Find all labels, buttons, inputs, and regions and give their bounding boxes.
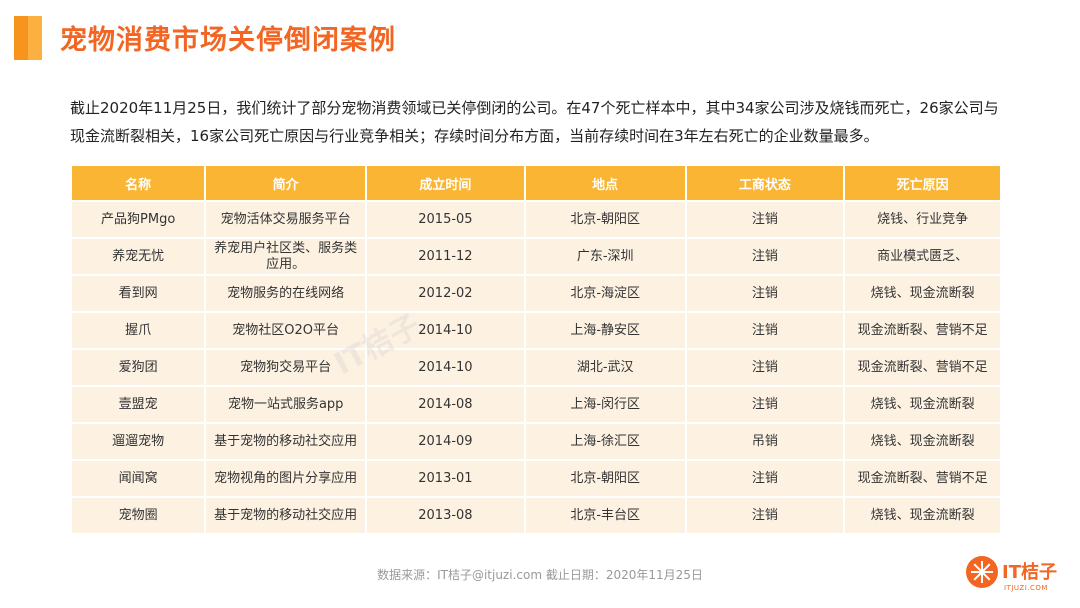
cell-cause: 现金流断裂、营销不足 — [845, 350, 1000, 385]
itjuzi-logo: IT桔子 ITJUZI.COM — [966, 556, 1066, 600]
cell-name: 看到网 — [72, 276, 205, 311]
cell-intro: 宠物一站式服务app — [206, 387, 366, 422]
column-header-name: 名称 — [72, 166, 205, 200]
cell-name: 壹盟宠 — [72, 387, 205, 422]
cell-name: 握爪 — [72, 313, 205, 348]
column-header-cause: 死亡原因 — [845, 166, 1000, 200]
cell-name: 爱狗团 — [72, 350, 205, 385]
column-header-founded: 成立时间 — [367, 166, 524, 200]
cell-status: 注销 — [686, 239, 844, 274]
cell-status: 吊销 — [686, 424, 844, 459]
cell-cause: 商业模式匮乏、 — [845, 239, 1000, 274]
cell-cause: 烧钱、现金流断裂 — [845, 387, 1000, 422]
cell-location: 北京-朝阳区 — [525, 461, 685, 496]
logo-url: ITJUZI.COM — [1004, 584, 1048, 592]
cell-status: 注销 — [686, 313, 844, 348]
cell-status: 注销 — [686, 350, 844, 385]
table-row: 看到网 宠物服务的在线网络 2012-02 北京-海淀区 注销 烧钱、现金流断裂 — [72, 276, 1000, 311]
cell-name: 产品狗PMgo — [72, 202, 205, 237]
cell-location: 湖北-武汉 — [525, 350, 685, 385]
column-header-status: 工商状态 — [686, 166, 844, 200]
cell-cause: 现金流断裂、营销不足 — [845, 313, 1000, 348]
column-header-location: 地点 — [525, 166, 685, 200]
cell-intro: 基于宠物的移动社交应用 — [206, 424, 366, 459]
data-source-footer: 数据来源：IT桔子@itjuzi.com 截止日期：2020年11月25日 — [377, 568, 703, 582]
table-row: 养宠无忧 养宠用户社区类、服务类应用。 2011-12 广东-深圳 注销 商业模式匮乏、 — [72, 239, 1000, 274]
logo-name: IT桔子 — [1002, 562, 1057, 583]
column-header-intro: 简介 — [206, 166, 366, 200]
cell-status: 注销 — [686, 387, 844, 422]
cell-founded: 2011-12 — [367, 239, 524, 274]
table-row: 爱狗团 宠物狗交易平台 2014-10 湖北-武汉 注销 现金流断裂、营销不足 — [72, 350, 1000, 385]
table-row: 握爪 宠物社区O2O平台 2014-10 上海-静安区 注销 现金流断裂、营销不足 — [72, 313, 1000, 348]
cell-founded: 2012-02 — [367, 276, 524, 311]
cell-intro: 基于宠物的移动社交应用 — [206, 498, 366, 533]
cell-status: 注销 — [686, 498, 844, 533]
closure-cases-table: 名称 简介 成立时间 地点 工商状态 死亡原因 产品狗PMgo 宠物活体交易服务平… — [70, 164, 1002, 535]
cell-founded: 2014-10 — [367, 350, 524, 385]
cell-cause: 烧钱、现金流断裂 — [845, 498, 1000, 533]
cell-founded: 2015-05 — [367, 202, 524, 237]
cell-location: 上海-徐汇区 — [525, 424, 685, 459]
cell-location: 北京-海淀区 — [525, 276, 685, 311]
cell-location: 北京-朝阳区 — [525, 202, 685, 237]
cell-intro: 宠物视角的图片分享应用 — [206, 461, 366, 496]
cell-intro: 养宠用户社区类、服务类应用。 — [206, 239, 366, 274]
table-header-row: 名称 简介 成立时间 地点 工商状态 死亡原因 — [72, 166, 1000, 200]
cell-location: 上海-静安区 — [525, 313, 685, 348]
table-row: 遛遛宠物 基于宠物的移动社交应用 2014-09 上海-徐汇区 吊销 烧钱、现金流断裂 — [72, 424, 1000, 459]
cell-cause: 烧钱、行业竞争 — [845, 202, 1000, 237]
cell-intro: 宠物社区O2O平台 — [206, 313, 366, 348]
cell-cause: 烧钱、现金流断裂 — [845, 276, 1000, 311]
cell-cause: 烧钱、现金流断裂 — [845, 424, 1000, 459]
cell-name: 养宠无忧 — [72, 239, 205, 274]
cell-founded: 2014-09 — [367, 424, 524, 459]
cell-cause: 现金流断裂、营销不足 — [845, 461, 1000, 496]
cell-status: 注销 — [686, 461, 844, 496]
cell-name: 宠物圈 — [72, 498, 205, 533]
cell-status: 注销 — [686, 202, 844, 237]
cell-founded: 2014-10 — [367, 313, 524, 348]
cell-name: 闻闻窝 — [72, 461, 205, 496]
cell-location: 北京-丰台区 — [525, 498, 685, 533]
cell-intro: 宠物狗交易平台 — [206, 350, 366, 385]
cell-location: 广东-深圳 — [525, 239, 685, 274]
cell-location: 上海-闵行区 — [525, 387, 685, 422]
summary-paragraph: 截止2020年11月25日，我们统计了部分宠物消费领域已关停倒闭的公司。在47个… — [70, 99, 999, 145]
cell-intro: 宠物服务的在线网络 — [206, 276, 366, 311]
cell-founded: 2013-01 — [367, 461, 524, 496]
table-row: 宠物圈 基于宠物的移动社交应用 2013-08 北京-丰台区 注销 烧钱、现金流断裂 — [72, 498, 1000, 533]
cell-name: 遛遛宠物 — [72, 424, 205, 459]
table-row: 产品狗PMgo 宠物活体交易服务平台 2015-05 北京-朝阳区 注销 烧钱、行业竞争 — [72, 202, 1000, 237]
cell-founded: 2013-08 — [367, 498, 524, 533]
title-accent-bar — [14, 16, 42, 60]
cell-founded: 2014-08 — [367, 387, 524, 422]
page-title: 宠物消费市场关停倒闭案例 — [60, 25, 396, 56]
cell-intro: 宠物活体交易服务平台 — [206, 202, 366, 237]
orange-slice-icon — [966, 556, 998, 588]
cell-status: 注销 — [686, 276, 844, 311]
table-row: 壹盟宠 宠物一站式服务app 2014-08 上海-闵行区 注销 烧钱、现金流断裂 — [72, 387, 1000, 422]
table-row: 闻闻窝 宠物视角的图片分享应用 2013-01 北京-朝阳区 注销 现金流断裂、营销不足 — [72, 461, 1000, 496]
